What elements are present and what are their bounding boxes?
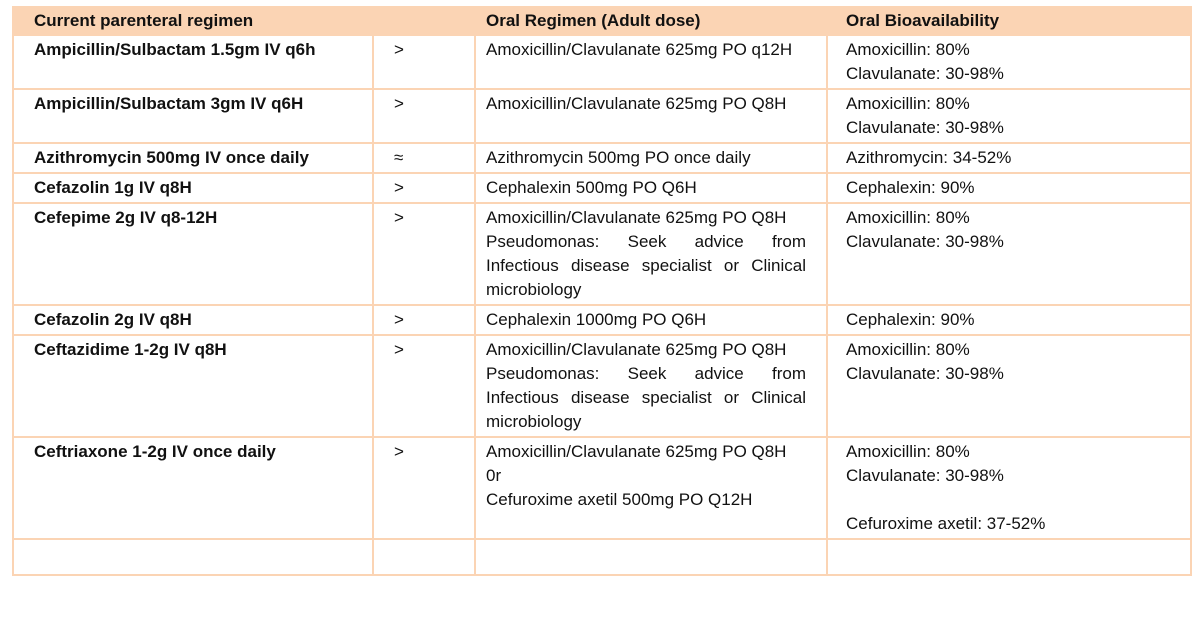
cell-line: Cephalexin: 90% <box>846 310 975 329</box>
table-cell: Cephalexin: 90% <box>826 304 1192 336</box>
table-cell: Cephalexin 1000mg PO Q6H <box>474 304 828 336</box>
cell-line: Cephalexin: 90% <box>846 178 975 197</box>
cell-line: Azithromycin: 34-52% <box>846 148 1012 167</box>
header-row: Current parenteral regimen Oral Regimen … <box>12 6 1192 36</box>
regimen-table: Current parenteral regimen Oral Regimen … <box>12 6 1192 576</box>
table-row: Cefepime 2g IV q8-12H > Amoxicillin/Clavul… <box>12 202 1192 306</box>
cell-line: Clavulanate: 30-98% <box>846 118 1004 137</box>
cell-line: Clavulanate: 30-98% <box>846 364 1004 383</box>
cell-line: Clavulanate: 30-98% <box>846 466 1004 485</box>
table-cell: Azithromycin 500mg PO once daily <box>474 142 828 174</box>
table-cell: > <box>372 172 476 204</box>
cell-line: Amoxicillin/Clavulanate 625mg PO Q8H <box>486 94 787 113</box>
table-cell: Amoxicillin: 80% Clavulanate: 30-98% <box>826 334 1192 438</box>
table-cell <box>12 538 374 576</box>
cell-line: Cefuroxime axetil: 37-52% <box>846 514 1046 533</box>
cell-line: Amoxicillin/Clavulanate 625mg PO Q8H <box>486 208 787 227</box>
table-cell: > <box>372 304 476 336</box>
table-cell: > <box>372 88 476 144</box>
table-row: Ceftriaxone 1-2g IV once daily > Amoxicill… <box>12 436 1192 540</box>
header-cell <box>372 6 476 36</box>
header-cell: Current parenteral regimen <box>12 6 374 36</box>
table-cell: Ceftazidime 1-2g IV q8H <box>12 334 374 438</box>
table-row: Ampicillin/Sulbactam 1.5gm IV q6h > Amoxic… <box>12 34 1192 90</box>
table-cell: Azithromycin 500mg IV once daily <box>12 142 374 174</box>
table-cell: Amoxicillin/Clavulanate 625mg PO Q8H Pseu… <box>474 202 828 306</box>
table-cell: Amoxicillin: 80% Clavulanate: 30-98% <box>826 88 1192 144</box>
table-cell: Cefazolin 2g IV q8H <box>12 304 374 336</box>
table-cell <box>372 538 476 576</box>
table-cell: Amoxicillin/Clavulanate 625mg PO q12H <box>474 34 828 90</box>
table-cell: Amoxicillin/Clavulanate 625mg PO Q8H <box>474 88 828 144</box>
cell-line: Cephalexin 1000mg PO Q6H <box>486 310 707 329</box>
table-cell: Cephalexin 500mg PO Q6H <box>474 172 828 204</box>
table-row: Ceftazidime 1-2g IV q8H > Amoxicillin/Clav… <box>12 334 1192 438</box>
table-cell: > <box>372 334 476 438</box>
cell-line: Amoxicillin: 80% <box>846 94 970 113</box>
cell-line: Amoxicillin: 80% <box>846 340 970 359</box>
table-body: Ampicillin/Sulbactam 1.5gm IV q6h > Amoxic… <box>12 34 1192 576</box>
table-cell <box>474 538 828 576</box>
table-cell: Cephalexin: 90% <box>826 172 1192 204</box>
cell-line: Azithromycin 500mg PO once daily <box>486 148 751 167</box>
cell-line: Clavulanate: 30-98% <box>846 232 1004 251</box>
table-cell: Ampicillin/Sulbactam 1.5gm IV q6h <box>12 34 374 90</box>
table-row: Cefazolin 1g IV q8H > Cephalexin 500mg PO … <box>12 172 1192 204</box>
table-cell: > <box>372 34 476 90</box>
cell-line: Pseudomonas: Seek advice from Infectious… <box>486 232 806 299</box>
table-cell: Amoxicillin/Clavulanate 625mg PO Q8H Pseu… <box>474 334 828 438</box>
cell-line: Pseudomonas: Seek advice from Infectious… <box>486 364 806 431</box>
table-row: Cefazolin 2g IV q8H > Cephalexin 1000mg PO… <box>12 304 1192 336</box>
table-cell: > <box>372 436 476 540</box>
cell-line: Clavulanate: 30-98% <box>846 64 1004 83</box>
table-cell: Amoxicillin: 80% Clavulanate: 30-98% Cefur… <box>826 436 1192 540</box>
cell-line: Amoxicillin/Clavulanate 625mg PO q12H <box>486 40 793 59</box>
cell-line: Amoxicillin/Clavulanate 625mg PO Q8H <box>486 442 787 461</box>
table-cell: Amoxicillin/Clavulanate 625mg PO Q8H 0r Ce… <box>474 436 828 540</box>
table-cell: Ampicillin/Sulbactam 3gm IV q6H <box>12 88 374 144</box>
table-row: Ampicillin/Sulbactam 3gm IV q6H > Amoxicil… <box>12 88 1192 144</box>
table-cell: Ceftriaxone 1-2g IV once daily <box>12 436 374 540</box>
header-cell: Oral Bioavailability <box>826 6 1192 36</box>
table-cell: > <box>372 202 476 306</box>
cell-line: Cephalexin 500mg PO Q6H <box>486 178 697 197</box>
table-container: Current parenteral regimen Oral Regimen … <box>12 6 1192 630</box>
cell-line: 0r <box>486 466 502 485</box>
header-cell: Oral Regimen (Adult dose) <box>474 6 828 36</box>
table-row: Azithromycin 500mg IV once daily ≈ Azithro… <box>12 142 1192 174</box>
table-cell: Azithromycin: 34-52% <box>826 142 1192 174</box>
table-cell: Cefepime 2g IV q8-12H <box>12 202 374 306</box>
table-cell: Amoxicillin: 80% Clavulanate: 30-98% <box>826 202 1192 306</box>
cell-line: Amoxicillin: 80% <box>846 40 970 59</box>
cell-line: Amoxicillin/Clavulanate 625mg PO Q8H <box>486 340 787 359</box>
table-cell: ≈ <box>372 142 476 174</box>
table-cell: Amoxicillin: 80% Clavulanate: 30-98% <box>826 34 1192 90</box>
table-cell <box>826 538 1192 576</box>
table-row <box>12 538 1192 576</box>
cell-line: Cefuroxime axetil 500mg PO Q12H <box>486 490 753 509</box>
table-cell: Cefazolin 1g IV q8H <box>12 172 374 204</box>
cell-line: Amoxicillin: 80% <box>846 442 970 461</box>
cell-line: Amoxicillin: 80% <box>846 208 970 227</box>
